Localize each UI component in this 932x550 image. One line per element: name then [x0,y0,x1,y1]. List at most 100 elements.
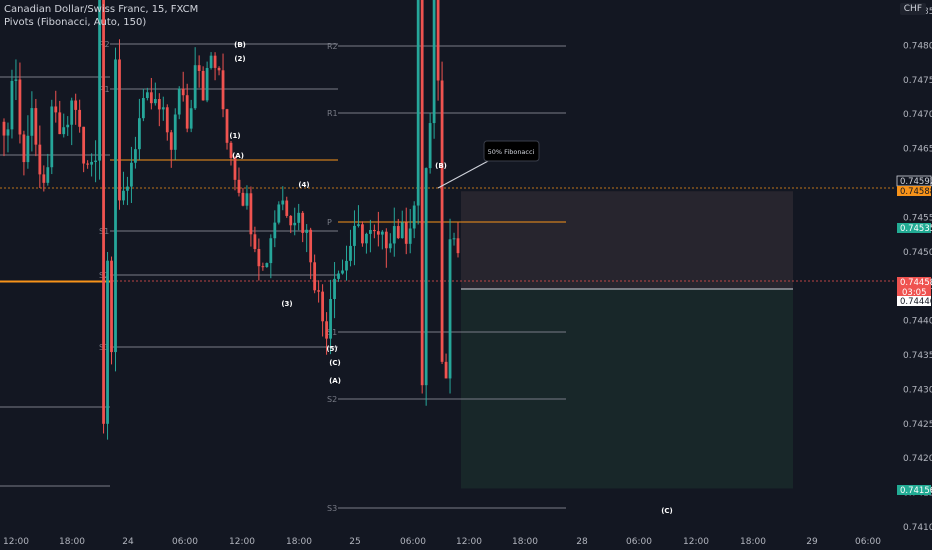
candle-body [349,245,352,261]
wave-label: (3) [281,300,292,308]
callout-line [437,159,491,189]
candle-body [157,99,161,110]
candle-body [221,70,225,110]
annotation-box [483,140,540,162]
candle-body [341,270,344,274]
candle-body [138,118,141,150]
price-tag-value: 0.74592 [900,177,932,187]
wave-label: (B) [234,41,246,49]
candle-body [38,144,42,175]
x-tick-label: 28 [576,537,588,547]
candle-body [369,229,372,234]
candle-body [448,239,452,379]
price-tag-value: 0.74588 [900,187,932,197]
candle-body [173,114,177,150]
candle-body [161,107,165,110]
candle-body [297,212,301,223]
countdown: 03:05 [902,288,927,298]
candle-body [353,225,356,246]
pivot-label-p: P [327,218,332,227]
x-tick-label: 12:00 [3,537,29,547]
wave-label: (2) [234,55,245,63]
candle-body [46,167,50,183]
wave-label: (C) [661,507,673,515]
candle-body [329,299,332,339]
x-tick-label: 18:00 [512,537,538,547]
candle-body [257,248,261,267]
x-tick-label: 18:00 [286,537,312,547]
candle-body [261,266,265,268]
candle-body [209,55,213,68]
pivot-label-r2: R2 [327,42,338,51]
price-tag-value: 0.74535 [900,224,932,234]
candle-body [78,109,82,127]
x-tick-label: 18:00 [740,537,766,547]
candle-body [408,228,412,244]
candle-body [281,200,285,205]
x-tick-label: 24 [122,537,134,547]
candle-body [14,79,18,81]
y-tick-label: 0.74100 [903,523,932,533]
candle-body [181,88,185,96]
candle-body [337,273,340,279]
candle-body [205,67,209,101]
candle-body [225,109,229,143]
candle-body [34,108,38,145]
candle-body [130,162,133,187]
candle-body [90,161,93,165]
x-tick-label: 29 [806,537,818,547]
candle-body [149,92,153,104]
candle-body [361,224,364,244]
symbol-title[interactable]: Canadian Dollar/Swiss Franc, 15, FXCM [4,4,199,15]
candle-body [456,238,460,254]
x-tick-label: 06:00 [400,537,426,547]
wave-label: (5) [326,345,337,353]
candle-body [118,59,121,201]
indicator-label[interactable]: Pivots (Fibonacci, Auto, 150) [4,17,147,28]
currency-button[interactable]: CHF [899,3,926,15]
candle-body [376,231,380,235]
candle-body [2,121,6,136]
candle-body [317,290,321,292]
candle-body [145,92,149,99]
candle-body [233,157,237,180]
candle-body [22,134,26,163]
price-tag [897,277,931,297]
candle-body [289,215,293,226]
wave-label: (A) [329,377,341,385]
candle-body [384,231,388,249]
candle-body [404,222,408,244]
price-tag-value: 0.74446 [900,297,932,307]
candle-body [412,205,416,229]
candle-body [6,129,10,136]
candle-body [102,0,105,424]
candle-body [357,224,360,226]
candle-body [432,0,436,124]
x-tick-label: 06:00 [172,537,198,547]
candle-body [313,262,317,291]
candle-body [305,229,309,233]
candle-body [82,126,86,164]
candle-body [42,174,46,183]
x-tick-label: 06:00 [626,537,652,547]
candle-body [114,59,117,353]
candle-body [177,88,181,115]
candle-body [58,112,62,135]
candle-body [98,0,101,161]
x-tick-label: 18:00 [59,537,85,547]
candle-body [213,55,217,68]
candle-body [249,193,253,235]
candle-body [189,108,193,129]
candle-body [325,321,328,339]
candle-body [86,163,90,165]
candle-body [54,106,58,113]
candle-body [265,263,269,268]
pivot-label-s2: S2 [327,395,337,404]
wave-label: (A) [232,152,244,160]
